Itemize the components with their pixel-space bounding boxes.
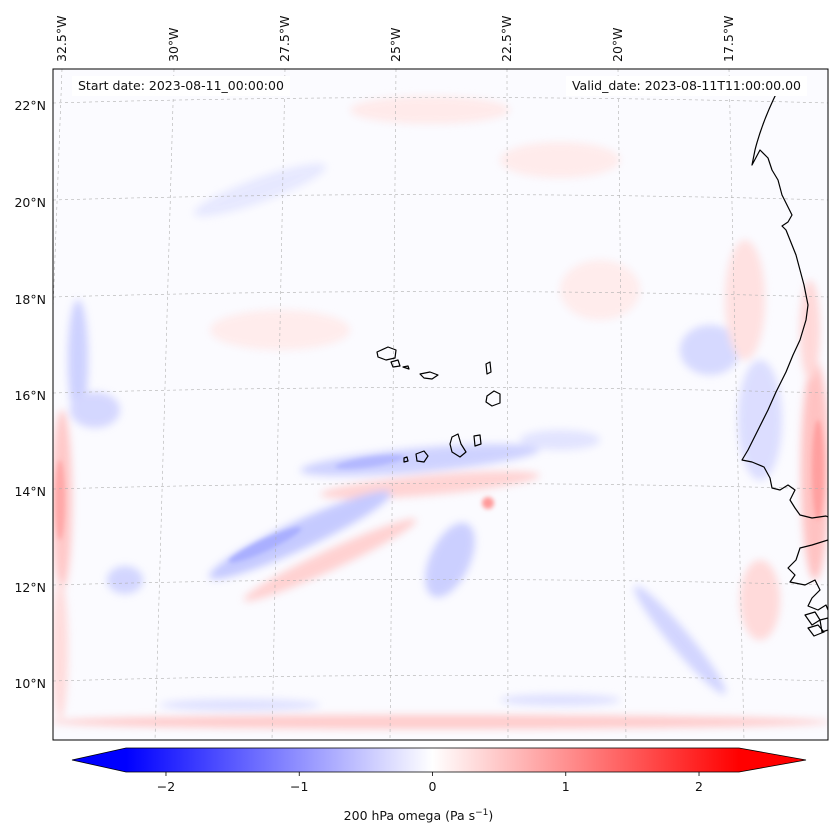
meridian-line <box>154 69 175 740</box>
lon-tick-label: 20°W <box>610 27 625 62</box>
parallel-line <box>53 97 828 104</box>
omega-neg-mid-east <box>520 430 600 450</box>
colorbar-tick-label: −1 <box>290 779 308 794</box>
omega-pos-north-2 <box>500 142 620 178</box>
omega-pos-north-1 <box>350 96 510 124</box>
parallel-line <box>53 483 828 490</box>
omega-neg-left-band <box>68 300 88 420</box>
omega-neg-left-low <box>107 566 143 594</box>
omega-field <box>53 96 828 729</box>
omega-pos-sw-band <box>243 518 417 602</box>
island-brava <box>403 456 409 463</box>
omega-neg-s-1 <box>425 522 475 598</box>
island-maio <box>473 434 482 447</box>
island-fogo <box>415 450 429 463</box>
omega-pos-left-edge-2 <box>53 580 68 720</box>
omega-neg-s-2 <box>634 585 726 695</box>
colorbar-tick-label: 1 <box>562 779 570 794</box>
colorbar-units-exponent: −1 <box>475 808 489 818</box>
lat-tick-label: 22°N <box>14 98 46 113</box>
bijagos-islands <box>804 611 828 637</box>
colorbar-outline <box>71 747 807 773</box>
omega-pos-s-east <box>740 560 780 640</box>
colorbar-extend-min <box>72 748 126 772</box>
colorbar-gradient <box>126 748 739 772</box>
colorbar-units: Pa s <box>450 808 476 824</box>
meridian-line <box>389 69 397 740</box>
lon-tick-label: 25°W <box>388 27 403 62</box>
omega-pos-mid-2 <box>560 260 640 320</box>
lon-tick-label: 32.5°W <box>54 16 69 62</box>
lon-tick-label: 22.5°W <box>499 16 514 62</box>
colorbar-tick-label: 0 <box>429 779 437 794</box>
parallel-line <box>53 291 828 298</box>
lon-tick-label: 30°W <box>166 27 181 62</box>
meridian-line <box>506 69 509 740</box>
coastlines <box>376 89 828 637</box>
lon-tick-label: 17.5°W <box>721 16 736 62</box>
omega-pos-east-edge-2 <box>800 280 820 380</box>
gridlines <box>53 69 828 740</box>
omega-pos-core-2 <box>55 460 65 540</box>
omega-pos-east-1 <box>725 240 765 360</box>
omega-neg-bottom-1 <box>160 699 320 711</box>
lat-tick-label: 16°N <box>14 388 46 403</box>
lon-tick-label: 27.5°W <box>277 16 292 62</box>
omega-neg-core-2 <box>335 455 405 469</box>
omega-neg-bottom-2 <box>500 694 620 706</box>
island-santo-antao <box>376 346 397 361</box>
omega-neg-left-band-2 <box>70 392 120 428</box>
parallel-line <box>53 579 828 586</box>
meridian-line <box>271 69 286 740</box>
meridian-line <box>617 69 627 740</box>
island-sao-nicolau <box>419 371 439 380</box>
omega-pos-core-1 <box>482 497 494 509</box>
island-sao-vicente <box>390 359 401 368</box>
omega-neg-east-1 <box>680 325 740 375</box>
omega-pos-bottom-strip <box>53 715 828 729</box>
colorbar-variable: 200 hPa omega <box>343 808 442 824</box>
omega-neg-core-1 <box>228 527 302 563</box>
omega-pos-mid-1 <box>210 310 350 350</box>
latitude-labels: 22°N 20°N 18°N 16°N 14°N 12°N 10°N <box>14 98 46 691</box>
lat-tick-label: 12°N <box>14 580 46 595</box>
start-date-label: Start date: 2023-08-11_00:00:00 <box>72 76 290 96</box>
meridian-line <box>728 69 745 740</box>
parallel-line <box>53 194 828 201</box>
colorbar-ticks: −2 −1 0 1 2 <box>157 772 703 794</box>
island-santiago <box>449 433 467 458</box>
parallel-line <box>53 387 828 394</box>
omega-neg-sw-band <box>209 490 391 580</box>
colorbar-tick-label: −2 <box>157 779 175 794</box>
colorbar: −2 −1 0 1 2 <box>71 747 807 794</box>
colorbar-label: 200 hPa omega (Pa s−1) <box>343 808 494 824</box>
omega-pos-center-band <box>320 471 540 499</box>
valid-date-label: Valid_date: 2023-08-11T11:00:00.00 <box>565 76 807 96</box>
lat-tick-label: 18°N <box>14 292 46 307</box>
map-frame <box>52 68 829 741</box>
parallel-line <box>53 675 828 682</box>
map-panel <box>52 68 829 741</box>
island-sal <box>485 361 492 375</box>
longitude-labels: 32.5°W 30°W 27.5°W 25°W 22.5°W 20°W 17.5°W <box>54 16 736 62</box>
island-boa-vista <box>485 390 501 407</box>
africa-coastline <box>741 89 828 519</box>
africa-coastline-south <box>787 539 828 611</box>
lat-tick-label: 14°N <box>14 484 46 499</box>
lat-tick-label: 10°N <box>14 676 46 691</box>
lat-tick-label: 20°N <box>14 195 46 210</box>
omega-neg-nw-streak <box>194 163 326 217</box>
colorbar-extend-max <box>739 748 806 772</box>
map-background <box>53 69 828 740</box>
omega-pos-core-3 <box>812 420 824 520</box>
colorbar-tick-label: 2 <box>695 779 703 794</box>
island-santa-luzia <box>402 365 410 370</box>
omega-neg-east-coast <box>738 360 782 480</box>
